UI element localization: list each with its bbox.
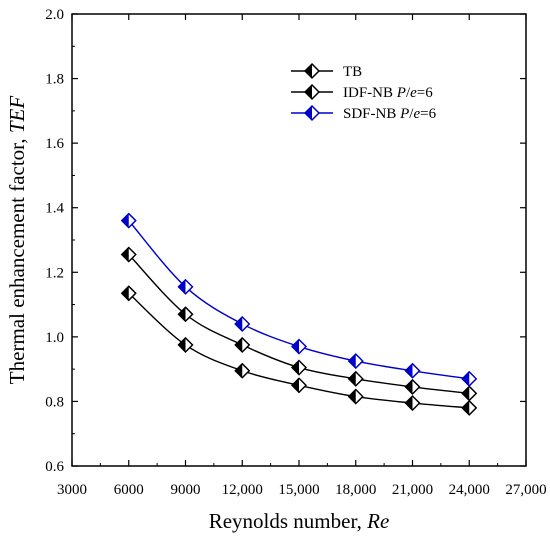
y-tick-label: 1.8 xyxy=(45,72,64,88)
data-point-series-2 xyxy=(347,370,364,387)
x-tick-label: 12,000 xyxy=(222,482,263,498)
data-point-series-1 xyxy=(177,337,194,353)
data-point-series-3 xyxy=(120,212,137,229)
data-point-series-3 xyxy=(234,316,251,332)
data-point-series-3 xyxy=(404,362,421,379)
y-tick-label: 1.2 xyxy=(45,265,64,281)
legend-marker-3 xyxy=(304,105,320,121)
y-tick-label: 1.4 xyxy=(45,201,64,217)
marker-layer xyxy=(120,212,478,416)
x-axis-title: Reynolds number, Re xyxy=(209,509,390,533)
data-point-series-2 xyxy=(120,246,137,263)
data-point-series-3 xyxy=(461,370,478,387)
y-axis: 0.6 0.8 1.0 1.2 1.4 1.6 1.8 2.0 xyxy=(45,7,526,475)
x-tick-label: 3000 xyxy=(57,482,87,498)
y-tick-label: 0.8 xyxy=(45,394,64,410)
data-point-series-2 xyxy=(461,385,478,402)
legend-label-1: TB xyxy=(343,64,362,80)
x-axis: 3000 6000 9000 12,000 15,000 18,000 21,000 24,0… xyxy=(57,14,547,498)
y-tick-label: 1.0 xyxy=(45,330,64,346)
data-point-series-1 xyxy=(120,285,137,302)
legend: TB IDF-NB P/e=6 SDF-NB P/e=6 xyxy=(291,63,437,122)
series-line-3 xyxy=(128,220,470,380)
data-point-series-1 xyxy=(404,395,421,411)
data-point-series-1 xyxy=(234,362,251,379)
data-point-series-1 xyxy=(291,377,307,394)
legend-marker-1 xyxy=(304,63,320,79)
data-point-series-2 xyxy=(177,306,194,323)
x-tick-label: 15,000 xyxy=(278,482,319,498)
x-tick-label: 24,000 xyxy=(449,482,490,498)
data-point-series-3 xyxy=(291,338,307,355)
y-axis-title: Thermal enhancement factor, TEF xyxy=(5,96,29,385)
legend-marker-2 xyxy=(304,84,320,100)
data-point-series-3 xyxy=(347,353,364,369)
x-tick-label: 27,000 xyxy=(505,482,546,498)
x-tick-label: 18,000 xyxy=(335,482,376,498)
data-point-series-2 xyxy=(234,337,251,353)
plot-frame xyxy=(71,13,527,467)
legend-label-2: IDF-NB P/e=6 xyxy=(343,85,433,101)
data-point-series-3 xyxy=(177,278,194,295)
y-tick-label: 0.6 xyxy=(45,459,64,475)
x-tick-label: 6000 xyxy=(114,482,144,498)
legend-label-3: SDF-NB P/e=6 xyxy=(343,106,437,122)
y-tick-label: 1.6 xyxy=(45,136,64,152)
data-point-series-2 xyxy=(291,359,307,376)
x-tick-label: 9000 xyxy=(171,482,201,498)
data-point-series-1 xyxy=(461,399,478,416)
data-point-series-1 xyxy=(347,388,364,405)
data-point-series-2 xyxy=(404,378,421,395)
x-tick-label: 21,000 xyxy=(392,482,433,498)
y-tick-label: 2.0 xyxy=(45,7,64,23)
